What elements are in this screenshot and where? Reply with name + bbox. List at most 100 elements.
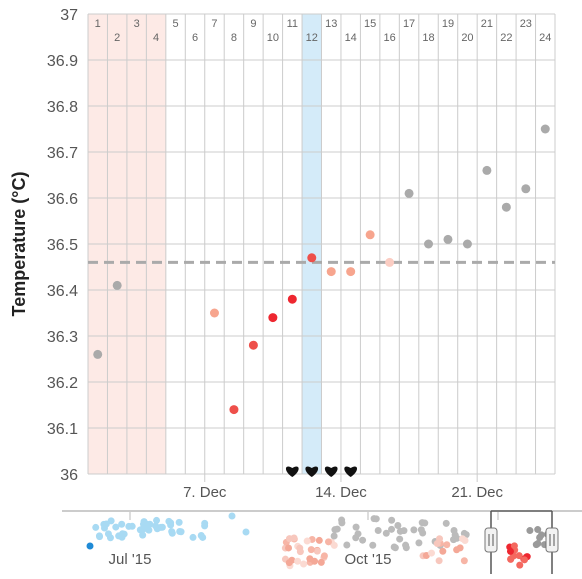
navigator-dot: [521, 556, 529, 564]
navigator-dot: [427, 549, 435, 557]
cycle-day-label: 21: [481, 18, 493, 30]
navigator-dot: [331, 526, 339, 534]
temperature-point: [365, 230, 375, 240]
cycle-day-label: 14: [345, 32, 357, 44]
navigator-dot: [460, 557, 468, 565]
navigator-dot: [433, 540, 441, 548]
navigator-dot: [140, 518, 148, 526]
x-tick-label: 21. Dec: [451, 484, 503, 501]
navigator-selection[interactable]: [62, 510, 559, 574]
cycle-day-label: 19: [442, 18, 454, 30]
y-tick-label: 36.8: [47, 99, 78, 116]
navigator-dot: [396, 535, 404, 543]
cycle-day-label: 16: [383, 32, 395, 44]
cycle-day-label: 20: [461, 32, 473, 44]
temperature-point: [248, 340, 258, 350]
navigator-label-oct: Oct '15: [344, 551, 391, 568]
cycle-day-label: 7: [211, 18, 217, 30]
navigator-dot: [315, 536, 323, 544]
navigator-dot: [515, 552, 523, 560]
cycle-day-label: 8: [231, 32, 237, 44]
navigator-dot: [374, 527, 382, 535]
cycle-day-label: 12: [306, 32, 318, 44]
navigator-dot: [290, 534, 298, 542]
navigator-dot: [410, 526, 418, 534]
navigator-dot: [176, 528, 184, 536]
navigator-dot: [112, 523, 120, 531]
temperature-point: [424, 239, 434, 249]
navigator-dot: [330, 532, 338, 540]
navigator-dot: [526, 527, 534, 535]
navigator-dot: [307, 546, 315, 554]
navigator-unselected-left: [62, 511, 491, 574]
navigator-dot: [534, 526, 542, 534]
navigator-dot: [158, 523, 166, 531]
navigator-dot: [294, 557, 302, 565]
navigator-dot: [394, 522, 402, 530]
navigator-dot: [516, 561, 524, 569]
navigator-dot: [92, 523, 100, 531]
temperature-point: [385, 257, 395, 267]
temperature-points: [93, 124, 550, 415]
cycle-day-label: 5: [173, 18, 179, 30]
y-tick-labels: 36 36.1 36.2 36.3 36.4 36.5 36.6 36.7 36.8 36.9 37: [47, 7, 78, 484]
cycle-day-label: 18: [422, 32, 434, 44]
navigator-dot: [352, 534, 360, 542]
navigator-dot: [303, 537, 311, 545]
cycle-day-label: 9: [250, 18, 256, 30]
navigator-label-jul: Jul '15: [109, 551, 152, 568]
navigator-dot: [168, 529, 176, 537]
navigator-dot: [228, 512, 236, 520]
y-tick-label: 36.3: [47, 329, 78, 346]
navigator-dot: [242, 528, 250, 536]
cycle-day-label: 15: [364, 18, 376, 30]
cycle-day-label: 1: [95, 18, 101, 30]
temperature-point: [501, 202, 511, 212]
navigator-dot: [167, 521, 175, 529]
navigator-dot: [152, 522, 160, 530]
navigator-dot: [140, 524, 148, 532]
temperature-point: [93, 349, 103, 359]
temperature-point: [326, 267, 336, 277]
grip-handle-icon[interactable]: [545, 527, 559, 553]
cycle-day-label: 23: [520, 18, 532, 30]
navigator-dot: [118, 533, 126, 541]
x-tick-label: 7. Dec: [183, 484, 227, 501]
navigator-dot: [439, 547, 447, 555]
navigator-dot: [153, 516, 161, 524]
y-tick-label: 36.7: [47, 145, 78, 162]
navigator-dot: [388, 516, 396, 524]
temperature-point: [443, 234, 453, 244]
temperature-point: [112, 280, 122, 290]
temperature-point: [404, 188, 414, 198]
heart-icon: [344, 466, 358, 477]
navigator-dot: [343, 541, 351, 549]
navigator[interactable]: Jul '15 Oct '15: [0, 510, 582, 574]
temperature-point: [209, 308, 219, 318]
navigator-dot: [415, 539, 423, 547]
navigator-dot: [402, 544, 410, 552]
navigator-dot: [443, 541, 451, 549]
cycle-day-label: 6: [192, 32, 198, 44]
navigator-dot: [534, 540, 542, 548]
navigator-dot: [118, 520, 126, 528]
navigator-dot: [537, 531, 545, 539]
temperature-point: [540, 124, 550, 134]
temperature-point: [521, 184, 531, 194]
navigator-dot: [324, 538, 332, 546]
temperature-point: [462, 239, 472, 249]
navigator-dot: [175, 518, 183, 526]
y-tick-label: 36.4: [47, 283, 78, 300]
navigator-dot: [201, 522, 209, 530]
temperature-point: [307, 253, 317, 263]
temperature-point: [482, 165, 492, 175]
cycle-day-label: 11: [287, 18, 298, 30]
navigator-dot: [197, 531, 205, 539]
grip-handle-icon[interactable]: [484, 527, 498, 553]
navigator-dot: [451, 531, 459, 539]
cycle-day-label: 17: [403, 18, 415, 30]
navigator-dot: [285, 544, 293, 552]
cycle-day-label: 2: [114, 32, 120, 44]
navigator-dot: [459, 535, 467, 543]
